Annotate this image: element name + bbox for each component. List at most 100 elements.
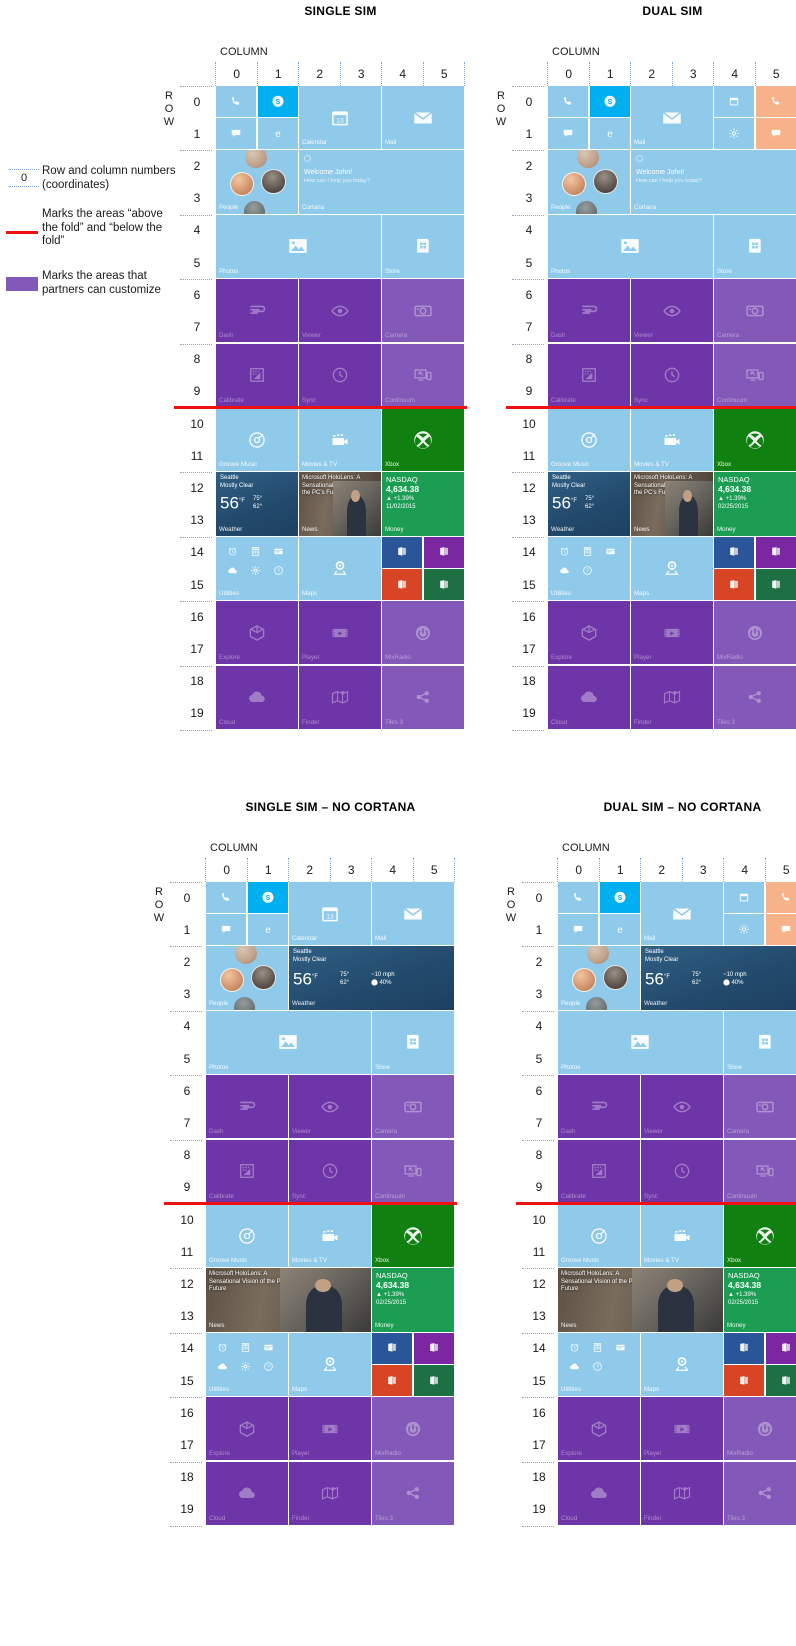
tile-utilities[interactable]: ? Utilities [216,536,298,600]
tile-camera[interactable]: Camera [724,1075,796,1139]
tile-excel[interactable] [423,569,464,600]
tile-settings[interactable] [724,914,765,946]
tile-mixradio[interactable]: MixRadio [724,1397,796,1461]
tile-movies-tv[interactable]: Movies & TV [289,1204,371,1268]
tile-tiles-3[interactable]: Tiles 3 [372,1461,454,1525]
tile-phone-sim2[interactable] [765,882,796,913]
tile-maps[interactable]: Maps [641,1332,723,1396]
tile-camera[interactable]: Camera [714,279,796,343]
tile-mixradio[interactable]: MixRadio [714,601,796,665]
tile-messaging[interactable] [206,914,247,946]
tile-tiles-3[interactable]: Tiles 3 [714,665,796,729]
tile-xbox[interactable]: Xbox [382,408,464,472]
tile-weather[interactable]: Seattle Mostly Clear 56°F 75° 62° Weather [548,472,630,536]
tile-photos[interactable]: Photos [206,1010,371,1074]
tile-news[interactable]: Microsoft HoloLens: A Sensational Vision… [558,1268,723,1332]
tile-dash[interactable]: Dash [558,1075,640,1139]
tile-skype[interactable]: S [599,882,640,913]
tile-phone[interactable] [548,86,589,117]
tile-word[interactable] [724,1332,765,1364]
tile-finder[interactable]: Finder [631,665,713,729]
tile-powerpoint[interactable] [714,569,755,600]
tile-viewer[interactable]: Viewer [289,1075,371,1139]
tile-camera[interactable]: Camera [372,1075,454,1139]
tile-calibrate[interactable]: Calibrate [206,1139,288,1203]
tile-cloud[interactable]: Cloud [548,665,630,729]
tile-mail[interactable]: Mail [382,86,464,150]
tile-phone[interactable] [216,86,257,117]
tile-messaging-sim2[interactable] [765,914,796,946]
tile-cloud[interactable]: Cloud [558,1461,640,1525]
tile-people[interactable]: People [216,150,298,214]
tile-store[interactable]: Store [372,1010,454,1074]
tile-xbox[interactable]: Xbox [372,1204,454,1268]
tile-maps[interactable]: Maps [289,1332,371,1396]
tile-onenote[interactable] [423,536,464,568]
tile-movies-tv[interactable]: Movies & TV [299,408,381,472]
tile-viewer[interactable]: Viewer [641,1075,723,1139]
tile-store[interactable]: Store [724,1010,796,1074]
tile-skype[interactable]: S [257,86,298,117]
tile-dash[interactable]: Dash [548,279,630,343]
tile-news[interactable]: Microsoft HoloLens: A Sensational Vision… [299,472,381,536]
tile-calibrate[interactable]: Calibrate [548,343,630,407]
tile-store[interactable]: Store [382,214,464,278]
tile-phone[interactable] [206,882,247,913]
tile-calendar[interactable]: 13 Calendar [299,86,381,150]
tile-weather[interactable]: Seattle Mostly Clear 56°F 75° 62° ~10 mph ⬤ 40… [289,946,454,1010]
tile-cortana[interactable]: Welcome John! How can I help you today? Co… [631,150,796,214]
tile-news[interactable]: Microsoft HoloLens: A Sensational Vision… [631,472,713,536]
tile-continuum[interactable]: Continuum [372,1139,454,1203]
tile-edge[interactable]: e [247,914,288,946]
tile-continuum[interactable]: Continuum [714,343,796,407]
tile-powerpoint[interactable] [372,1365,413,1396]
tile-cloud[interactable]: Cloud [206,1461,288,1525]
tile-finder[interactable]: Finder [289,1461,371,1525]
tile-groove-music[interactable]: Groove Music [558,1204,640,1268]
tile-powerpoint[interactable] [724,1365,765,1396]
tile-onenote[interactable] [413,1332,454,1364]
tile-mail[interactable]: Mail [372,882,454,946]
tile-phone-sim2[interactable] [755,86,796,117]
tile-excel[interactable] [755,569,796,600]
tile-sync[interactable]: Sync [289,1139,371,1203]
tile-people[interactable]: People [548,150,630,214]
tile-photos[interactable]: Photos [216,214,381,278]
tile-movies-tv[interactable]: Movies & TV [631,408,713,472]
tile-utilities[interactable]: ? Utilities [548,536,630,600]
tile-sync[interactable]: Sync [641,1139,723,1203]
tile-word[interactable] [382,536,423,568]
tile-edge[interactable]: e [599,914,640,946]
tile-finder[interactable]: Finder [641,1461,723,1525]
tile-news[interactable]: Microsoft HoloLens: A Sensational Vision… [206,1268,371,1332]
tile-weather[interactable]: Seattle Mostly Clear 56°F 75° 62° ~10 mph ⬤ 40… [641,946,796,1010]
tile-tiles-3[interactable]: Tiles 3 [724,1461,796,1525]
tile-explore[interactable]: Explore [216,601,298,665]
tile-money[interactable]: NASDAQ 4,634.38 ▲ +1.39% 02/25/2015 Money [714,472,796,536]
tile-explore[interactable]: Explore [548,601,630,665]
tile-sync[interactable]: Sync [631,343,713,407]
tile-xbox[interactable]: Xbox [724,1204,796,1268]
tile-money[interactable]: NASDAQ 4,634.38 ▲ +1.39% 11/02/2015 Money [382,472,464,536]
tile-player[interactable]: Player [631,601,713,665]
tile-store[interactable]: Store [714,214,796,278]
tile-continuum[interactable]: Continuum [724,1139,796,1203]
tile-utilities[interactable]: ? Utilities [558,1332,640,1396]
tile-people[interactable]: People [206,946,288,1010]
tile-edge[interactable]: e [257,118,298,150]
tile-messaging[interactable] [216,118,257,150]
tile-edge[interactable]: e [589,118,630,150]
tile-maps[interactable]: Maps [299,536,381,600]
tile-calendar[interactable] [714,86,755,117]
tile-viewer[interactable]: Viewer [299,279,381,343]
tile-finder[interactable]: Finder [299,665,381,729]
tile-viewer[interactable]: Viewer [631,279,713,343]
tile-cloud[interactable]: Cloud [216,665,298,729]
tile-money[interactable]: NASDAQ 4,634.38 ▲ +1.39% 02/25/2015 Money [724,1268,796,1332]
tile-camera[interactable]: Camera [382,279,464,343]
tile-mail[interactable]: Mail [641,882,723,946]
tile-mail[interactable]: Mail [631,86,713,150]
tile-calibrate[interactable]: Calibrate [558,1139,640,1203]
tile-mixradio[interactable]: MixRadio [382,601,464,665]
tile-cortana[interactable]: Welcome John! How can I help you today? Co… [299,150,464,214]
